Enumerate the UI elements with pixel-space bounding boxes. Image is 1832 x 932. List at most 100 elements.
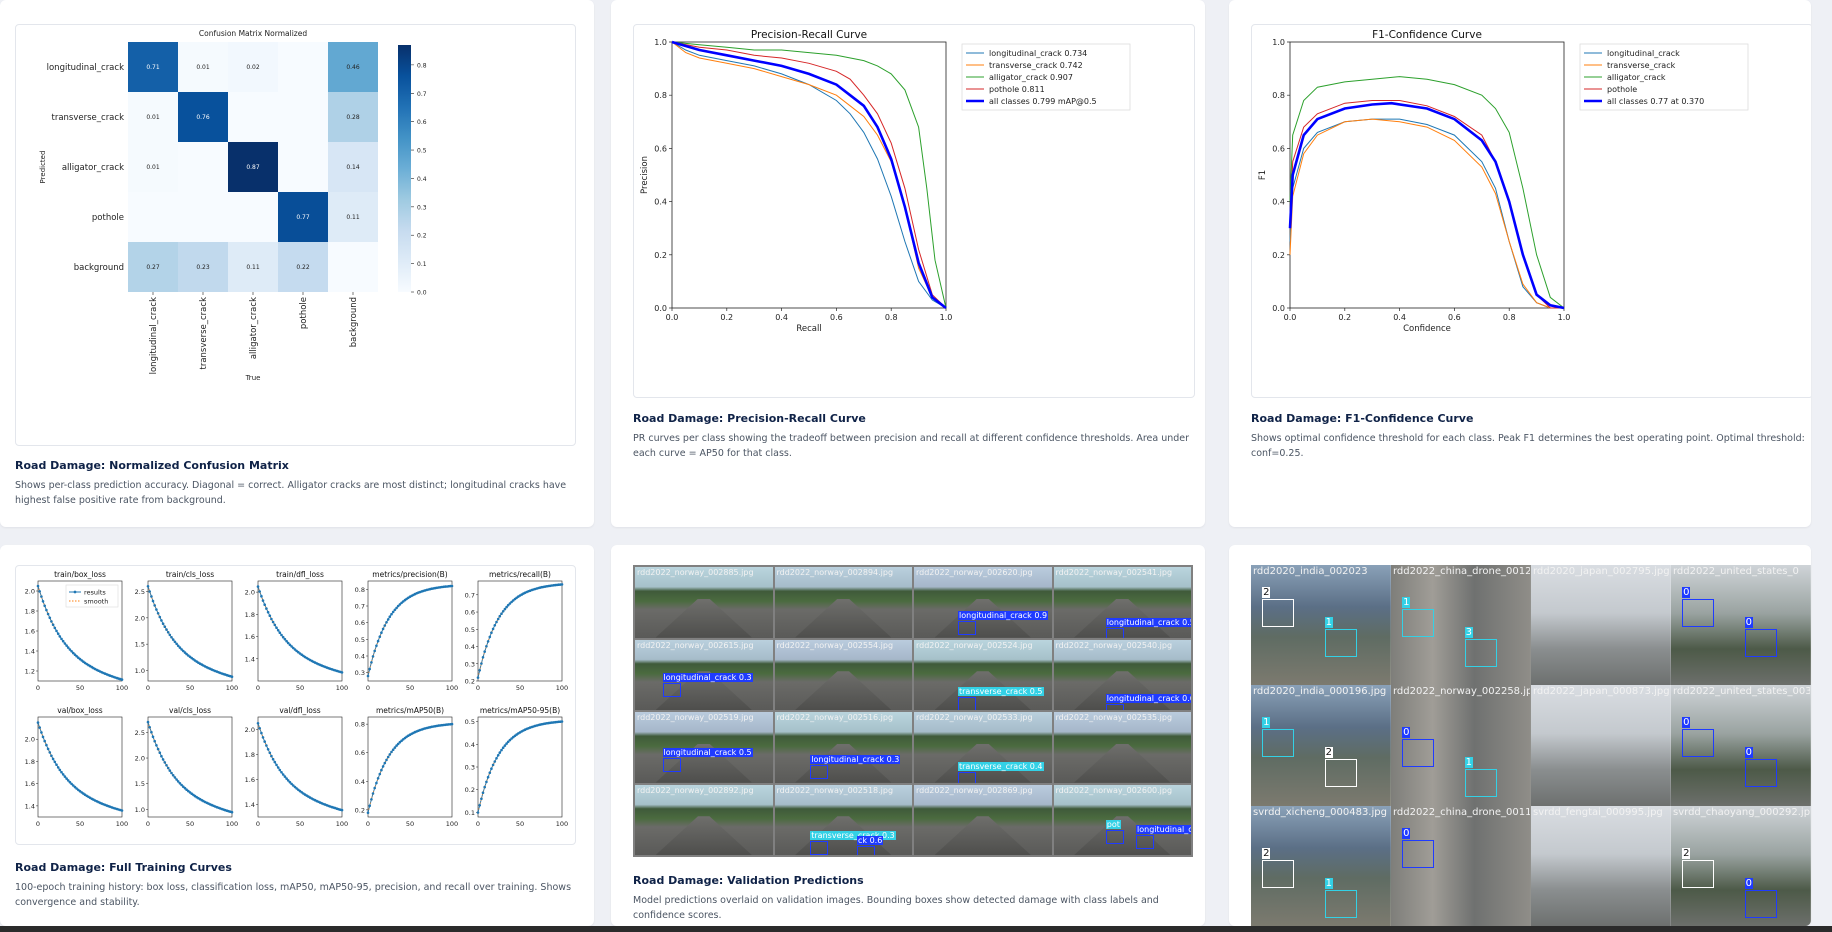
road-surface — [655, 598, 752, 638]
training-point — [478, 804, 482, 807]
training-point — [150, 595, 153, 598]
training-xtick-label: 50 — [406, 684, 414, 692]
cm-cell — [328, 242, 378, 292]
mosaic-box — [1682, 599, 1715, 627]
training-point — [270, 617, 273, 621]
training-ytick-label: 2.5 — [135, 729, 145, 737]
training-point — [386, 618, 390, 621]
training-mosaic-card: rdd2020_india_002023 2 1 rdd2022_china_dron… — [1229, 545, 1811, 926]
training-point — [265, 744, 268, 747]
training-point — [230, 675, 234, 678]
cm-cell — [128, 42, 178, 92]
training-point — [506, 740, 510, 744]
training-ytick-label: 1.0 — [135, 667, 145, 675]
training-ytick-label: 0.6 — [465, 609, 475, 617]
f1-ytick-label: 0.8 — [1272, 91, 1285, 100]
training-point — [146, 720, 150, 724]
training-point — [376, 777, 380, 780]
training-panel-title: metrics/precision(B) — [372, 570, 447, 579]
training-point — [63, 642, 67, 645]
pr-xtick-label: 0.6 — [830, 313, 843, 322]
training-point — [36, 584, 40, 588]
training-xtick-label: 0 — [476, 820, 480, 828]
f1-legend — [1579, 43, 1749, 111]
training-panel-frame — [147, 580, 233, 682]
training-ytick-label: 1.0 — [135, 806, 145, 814]
training-point — [158, 751, 162, 754]
pr-ytick-label: 0.8 — [654, 91, 667, 100]
training-results-line — [477, 721, 563, 813]
training-point — [395, 606, 398, 610]
cm-cell — [278, 242, 328, 292]
cm-cell — [278, 142, 328, 192]
detection-label: longitudinal_crack 0.9 — [958, 611, 1049, 620]
training-point — [66, 646, 70, 649]
training-point — [506, 603, 510, 607]
training-point — [488, 771, 492, 774]
training-panel-frame — [257, 716, 343, 818]
pr-curve-chart: Precision-Recall Curve 0.0 0.2 0.4 0.6 0.8 1.0… — [640, 29, 1131, 334]
training-point — [163, 761, 167, 764]
training-ytick-label: 1.6 — [25, 628, 35, 636]
validation-tile: rdd2022_norway_002540.jpg longitudinal_cr… — [1053, 639, 1191, 710]
detection-box — [1105, 703, 1124, 710]
training-point — [263, 740, 266, 743]
pr-ytick-label: 0.4 — [654, 198, 667, 207]
training-point — [388, 615, 392, 618]
training-smooth-line — [257, 586, 343, 673]
mosaic-filename: rdd2022_china_drone_001190.jpg — [1393, 806, 1531, 818]
cm-colorbar-label: 0.3 — [417, 204, 427, 211]
training-point — [271, 620, 275, 624]
training-point — [281, 773, 285, 776]
validation-tile: rdd2022_norway_002518.jpg transverse_crac… — [774, 784, 912, 855]
training-panel-frame — [477, 580, 563, 682]
training-point — [153, 604, 156, 607]
cm-cell-label: 0.23 — [196, 264, 210, 271]
training-xtick-label: 0 — [146, 684, 150, 692]
training-panel-title: val/cls_loss — [169, 706, 211, 715]
validation-predictions-card: rdd2022_norway_002885.jpg rdd2022_norway_… — [611, 545, 1205, 926]
training-point — [503, 607, 507, 611]
training-point — [275, 626, 278, 629]
f1-ytick-label: 0.4 — [1272, 198, 1285, 207]
training-point — [170, 636, 173, 639]
training-point — [290, 645, 293, 648]
pr-curve-card: Precision-Recall Curve 0.0 0.2 0.4 0.6 0.8 1.0… — [611, 0, 1205, 527]
training-xtick-label: 50 — [296, 684, 304, 692]
mosaic-filename: rdd2022_norway_002258.jpg — [1393, 686, 1531, 698]
training-point — [58, 768, 62, 772]
training-ytick-label: 0.4 — [465, 643, 475, 651]
training-point — [60, 637, 63, 641]
f1-series-line — [1289, 118, 1564, 309]
mosaic-box — [1402, 739, 1435, 768]
f1-curve-chart: F1-Confidence Curve 0.0 0.2 0.4 0.6 0.8 1.0 0.0… — [1258, 29, 1749, 334]
training-point — [495, 620, 498, 624]
mosaic-tile: rdd2020_japan_002795.jpg — [1531, 565, 1671, 686]
training-point — [292, 646, 295, 650]
training-point — [166, 766, 170, 770]
cm-cell — [128, 142, 178, 192]
training-point — [60, 770, 63, 774]
f1-title: F1-Confidence Curve — [1372, 29, 1482, 41]
training-point — [56, 766, 60, 769]
training-point — [380, 768, 383, 772]
cm-colorbar-label: 0.6 — [417, 119, 427, 126]
training-point — [340, 808, 344, 812]
pr-title: Precision-Recall Curve — [751, 29, 867, 41]
training-point — [148, 590, 151, 593]
pr-series-line — [671, 41, 947, 309]
training-point — [40, 595, 43, 598]
training-xtick-label: 50 — [516, 684, 524, 692]
training-xtick-label: 50 — [296, 820, 304, 828]
training-point — [286, 779, 290, 782]
training-point — [381, 765, 385, 768]
training-point — [385, 621, 388, 624]
cm-row-label: background — [74, 263, 124, 273]
validation-predictions-title: Road Damage: Validation Predictions — [633, 874, 864, 887]
training-point — [168, 769, 172, 772]
training-point — [41, 600, 45, 603]
training-point — [508, 602, 512, 605]
training-point — [36, 721, 40, 724]
training-results-line — [367, 723, 453, 813]
training-ytick-label: 1.5 — [135, 641, 145, 649]
